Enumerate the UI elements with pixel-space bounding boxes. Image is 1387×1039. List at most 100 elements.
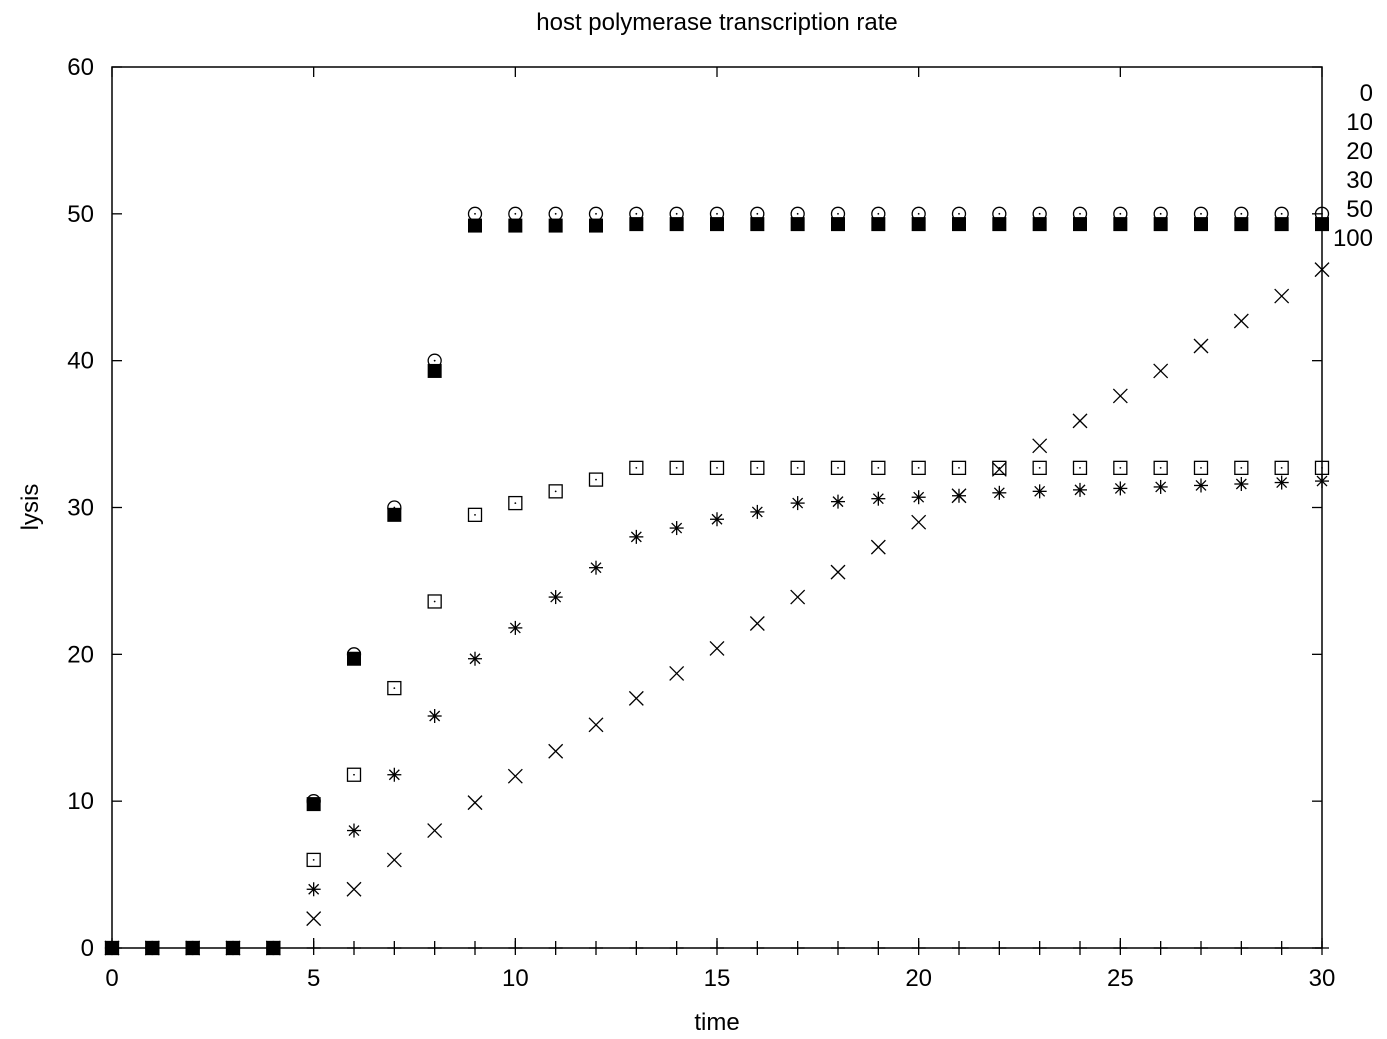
y-tick-label: 50 [67, 201, 94, 228]
x-tick-label: 15 [704, 965, 731, 992]
data-point [1234, 477, 1249, 492]
data-point [870, 539, 886, 555]
data-point [548, 218, 563, 233]
data-point [669, 217, 684, 232]
data-point [911, 941, 926, 955]
data-point [669, 941, 684, 955]
data-point [1315, 474, 1329, 489]
data-point [831, 941, 845, 955]
data-point [1113, 941, 1128, 955]
data-point [1274, 288, 1290, 304]
data-point [871, 217, 886, 232]
x-tick-label: 25 [1107, 965, 1134, 992]
x-tick-label: 30 [1309, 965, 1336, 992]
data-point [508, 941, 523, 955]
y-tick-label: 20 [67, 641, 94, 668]
data-point [1194, 478, 1208, 493]
legend-label: 50 [1346, 196, 1373, 223]
data-point [749, 616, 765, 631]
data-point [306, 911, 322, 927]
data-point [710, 217, 724, 232]
data-point [467, 507, 483, 522]
data-point [952, 941, 966, 955]
data-point [468, 218, 482, 233]
data-point [1113, 460, 1128, 476]
data-point [548, 941, 563, 955]
data-point [1194, 217, 1208, 232]
y-axis-label: lysis [17, 484, 44, 531]
data-point [629, 529, 644, 544]
y-tick-label: 0 [81, 935, 94, 962]
data-point [427, 594, 442, 609]
data-point [1234, 217, 1249, 232]
x-axis-label: time [694, 1009, 739, 1036]
data-point [386, 852, 402, 868]
data-point [468, 941, 482, 955]
data-point [831, 494, 845, 509]
data-point [1032, 217, 1047, 232]
data-point [1314, 262, 1330, 278]
data-point [628, 690, 644, 706]
legend-label: 30 [1346, 167, 1373, 194]
data-point [911, 514, 927, 530]
data-point [1194, 941, 1208, 955]
data-point [1274, 475, 1289, 490]
data-point [1153, 479, 1168, 494]
data-point [347, 941, 361, 955]
data-point [589, 218, 603, 233]
data-point [387, 507, 402, 522]
data-point [1315, 217, 1329, 232]
data-point [105, 941, 119, 955]
x-tick-label: 10 [502, 965, 529, 992]
data-point [548, 743, 564, 759]
data-point [871, 491, 886, 506]
plot-frame [111, 66, 1323, 949]
data-point [1193, 338, 1209, 354]
data-point [589, 941, 603, 955]
data-point [306, 797, 321, 812]
series-50 [104, 206, 1330, 956]
data-point [1072, 460, 1088, 476]
legend-label: 20 [1346, 138, 1373, 165]
data-point [467, 206, 483, 221]
data-point [709, 460, 725, 476]
data-point [588, 717, 604, 733]
data-point [709, 641, 725, 656]
data-point [1153, 460, 1168, 476]
data-point [1113, 217, 1128, 232]
data-point [911, 490, 926, 505]
data-point [952, 217, 966, 232]
data-point [1233, 313, 1249, 329]
data-point [710, 512, 724, 527]
x-tick-label: 0 [105, 965, 118, 992]
data-point [1234, 941, 1249, 955]
data-point [548, 206, 563, 221]
legend-label: 0 [1360, 80, 1373, 107]
x-tick-label: 20 [905, 965, 932, 992]
y-tick-label: 30 [67, 495, 94, 522]
data-point [790, 496, 805, 511]
data-point [387, 767, 402, 782]
data-point [508, 206, 523, 221]
data-point [750, 217, 765, 232]
y-tick-label: 10 [67, 788, 94, 815]
data-point [1032, 484, 1047, 499]
data-point [226, 941, 240, 955]
data-point [629, 941, 644, 955]
data-point [1274, 460, 1289, 476]
data-point [427, 363, 442, 378]
data-point [306, 852, 321, 868]
data-point [750, 941, 765, 955]
data-point [508, 495, 523, 511]
data-point [1314, 460, 1330, 476]
data-point [306, 941, 321, 955]
data-point [669, 665, 685, 681]
data-point [1153, 363, 1169, 379]
legend-label: 100 [1333, 225, 1373, 252]
data-point [669, 521, 684, 536]
data-point [790, 217, 805, 232]
data-point [1274, 217, 1289, 232]
series-100 [105, 217, 1329, 955]
data-point [427, 709, 442, 724]
